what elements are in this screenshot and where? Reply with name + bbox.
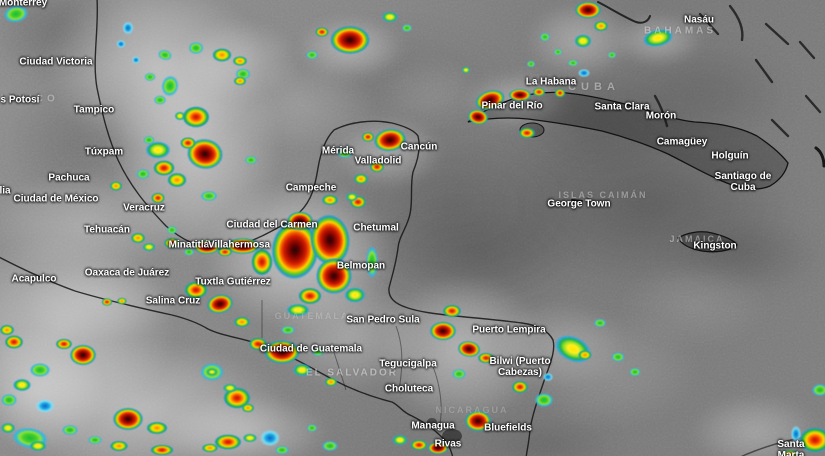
country-borders — [261, 300, 442, 429]
jamaica-island — [677, 231, 738, 253]
lake-nicaragua — [442, 429, 462, 443]
cayman-island — [571, 199, 583, 202]
hispaniola-tip — [814, 146, 825, 168]
lake-managua — [427, 418, 437, 426]
bahamas-islands — [653, 4, 822, 138]
mexico-gulf-coastline — [94, 0, 555, 456]
florida-keys-coastline — [597, 1, 651, 24]
cuba-island — [467, 91, 789, 190]
